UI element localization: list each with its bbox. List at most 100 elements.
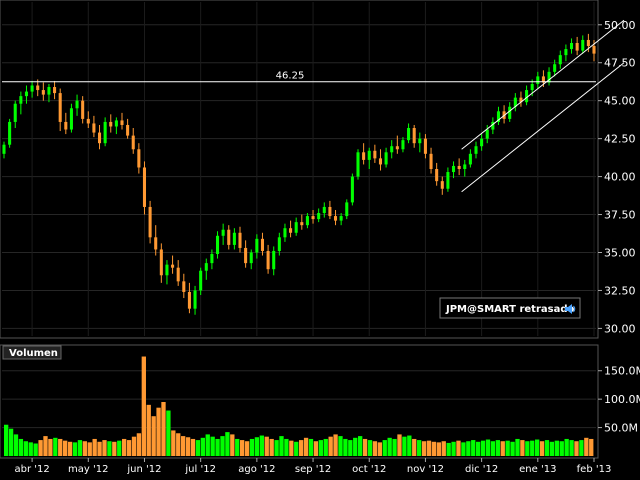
candle: [210, 249, 214, 270]
candle-body: [109, 121, 113, 127]
volume-bar: [254, 437, 260, 456]
volume-bar: [210, 436, 215, 456]
candle-body: [390, 146, 394, 153]
candle-body: [508, 106, 512, 119]
x-tick-label: ene '13: [519, 464, 556, 475]
volume-title-box: [2, 345, 62, 360]
candle-body: [238, 232, 242, 248]
volume-bar: [343, 438, 348, 456]
volume-bar: [77, 440, 83, 456]
candle-body: [249, 252, 253, 264]
candle: [328, 200, 332, 220]
candle-body: [210, 254, 214, 264]
volume-bar: [240, 440, 245, 456]
volume-grid: [2, 370, 596, 429]
candle: [457, 158, 461, 176]
candle-body: [322, 206, 326, 214]
candle-body: [36, 85, 40, 91]
volume-bar: [539, 441, 545, 456]
volume-bar: [181, 436, 186, 456]
volume-bar: [313, 441, 319, 456]
candle-body: [283, 228, 287, 238]
volume-bar: [412, 438, 417, 456]
candle: [451, 161, 456, 179]
candle-body: [407, 128, 411, 141]
volume-bar: [185, 437, 191, 456]
volume-bar: [353, 437, 358, 456]
volume-bar: [200, 437, 205, 456]
volume-tick-label: 50.0M: [604, 422, 638, 435]
candle: [294, 217, 298, 236]
volume-bar: [451, 441, 456, 456]
x-tick-label: dic '12: [465, 464, 498, 475]
candle: [41, 82, 45, 101]
candle: [300, 214, 304, 230]
volume-bar: [63, 440, 68, 456]
volume-bar: [446, 442, 451, 456]
candle-body: [581, 39, 585, 51]
candle: [474, 141, 478, 159]
volume-bar: [107, 441, 112, 456]
horizontal-level-label: 46.25: [276, 71, 305, 82]
volume-bar: [33, 443, 38, 456]
volume-bar: [520, 440, 525, 456]
volume-bar: [348, 440, 353, 456]
x-tick-label: abr '12: [14, 464, 49, 475]
candle: [350, 173, 354, 206]
volume-bar: [387, 437, 392, 456]
candle: [199, 267, 203, 296]
volume-bar: [259, 435, 264, 456]
volume-bar: [328, 436, 333, 456]
candle-body: [294, 222, 298, 233]
volume-bar: [249, 438, 255, 456]
candle-body: [463, 164, 467, 169]
candle: [142, 161, 147, 215]
volume-bar: [195, 440, 201, 456]
price-tick-label: 30.00: [604, 322, 636, 335]
candle-body: [165, 264, 169, 276]
candle-body: [530, 83, 534, 91]
volume-bar: [318, 440, 323, 456]
volume-bar: [43, 436, 48, 456]
volume-bar: [505, 440, 510, 456]
candle-body: [221, 229, 225, 236]
candle: [187, 282, 191, 314]
candle: [345, 199, 349, 220]
volume-bar: [466, 441, 471, 456]
candle-body: [154, 237, 158, 250]
symbol-badge[interactable]: JPM@SMART retrasado: [439, 297, 581, 319]
candle-body: [457, 165, 461, 169]
candle-body: [199, 270, 203, 291]
volume-bar: [402, 436, 407, 456]
volume-bar: [38, 440, 43, 456]
candle-body: [13, 103, 17, 122]
candle: [221, 223, 225, 245]
candle-body: [378, 158, 383, 165]
volume-bar: [97, 441, 102, 456]
candle: [176, 260, 180, 286]
candle-body: [193, 290, 197, 309]
candle: [36, 79, 40, 97]
candle-body: [120, 120, 124, 125]
candle: [480, 134, 484, 151]
volume-bar: [362, 438, 368, 456]
candle: [384, 147, 388, 168]
candle: [81, 96, 85, 124]
candle: [558, 50, 562, 69]
candle: [418, 132, 422, 153]
volume-bar: [461, 442, 466, 456]
candle-body: [553, 64, 557, 72]
volume-bar: [141, 356, 146, 456]
volume-bar: [441, 441, 446, 456]
candle: [19, 91, 23, 115]
candle-body: [114, 120, 118, 127]
price-tick-label: 40.00: [604, 171, 636, 184]
candle: [8, 118, 12, 148]
volume-bar: [382, 440, 387, 456]
speaker-icon[interactable]: [565, 304, 576, 314]
volume-bar: [18, 438, 24, 456]
candle-body: [558, 55, 562, 65]
volume-bar: [397, 434, 402, 456]
candle: [508, 102, 512, 122]
candle-body: [311, 216, 315, 220]
